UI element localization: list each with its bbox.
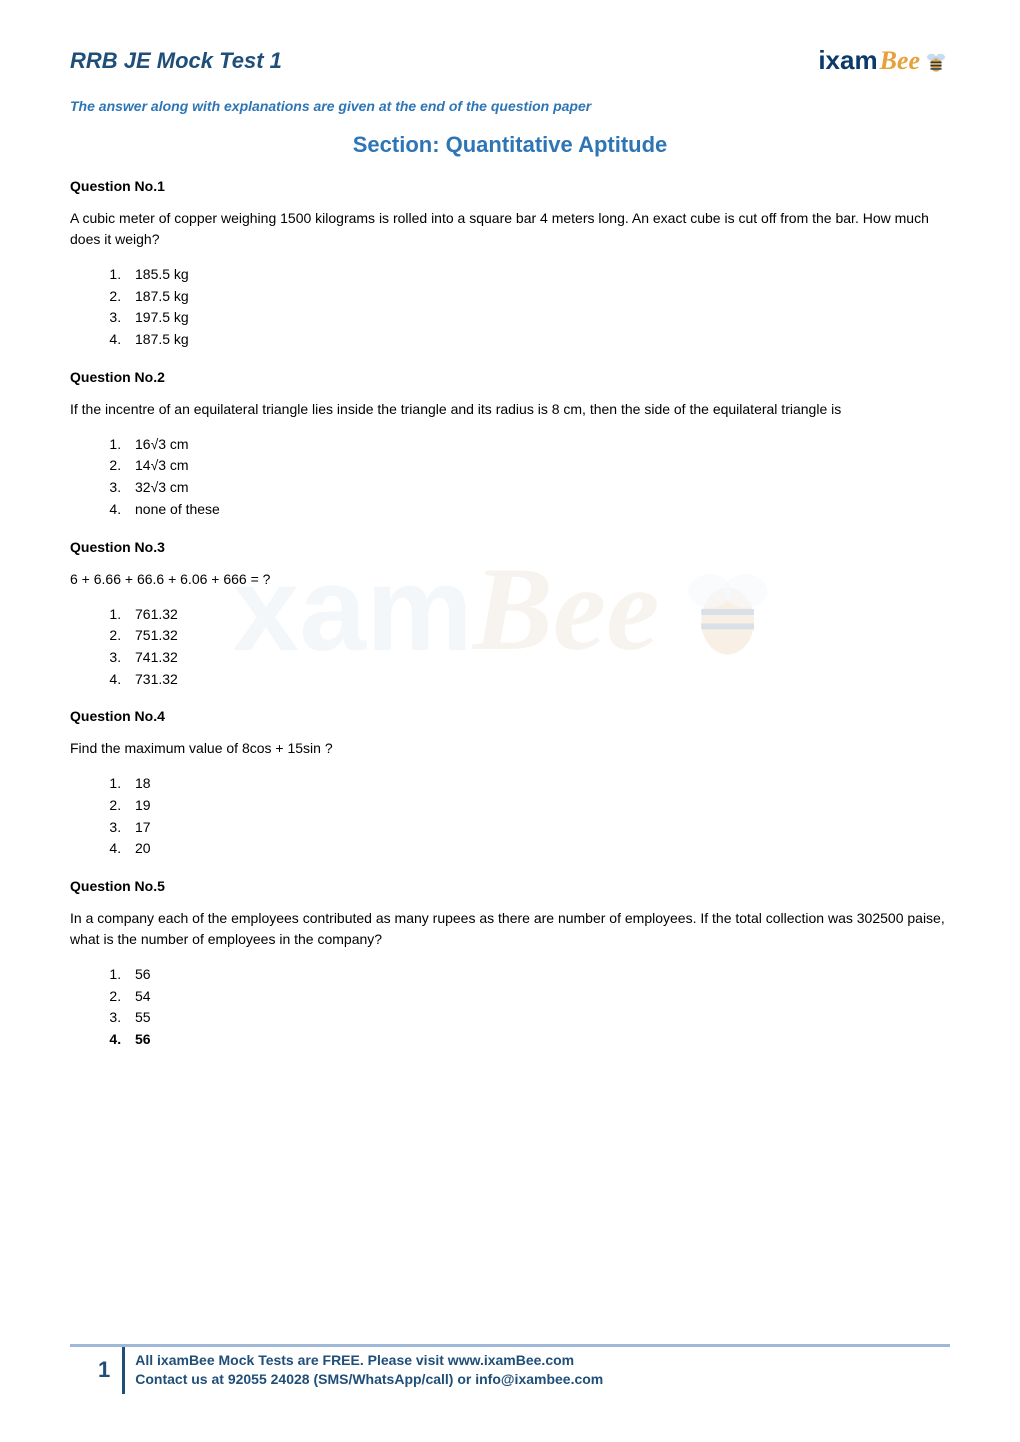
question-heading: Question No.2 [70,369,950,385]
option-item: 54 [125,986,950,1008]
question-text: In a company each of the employees contr… [70,908,950,950]
answer-note: The answer along with explanations are g… [70,98,950,114]
options-list: 56545556 [70,964,950,1051]
question-text: A cubic meter of copper weighing 1500 ki… [70,208,950,250]
option-item: 20 [125,838,950,860]
option-item: 741.32 [125,647,950,669]
options-list: 761.32751.32741.32731.32 [70,604,950,691]
options-list: 185.5 kg187.5 kg197.5 kg187.5 kg [70,264,950,351]
options-list: 18191720 [70,773,950,860]
option-item: 197.5 kg [125,307,950,329]
question-text: 6 + 6.66 + 66.6 + 6.06 + 666 = ? [70,569,950,590]
question-heading: Question No.3 [70,539,950,555]
option-item: 731.32 [125,669,950,691]
option-item: 55 [125,1007,950,1029]
option-item: 56 [125,1029,950,1051]
question-heading: Question No.1 [70,178,950,194]
section-title: Section: Quantitative Aptitude [70,132,950,158]
option-item: 18 [125,773,950,795]
question-text: Find the maximum value of 8cos + 15sin ? [70,738,950,759]
option-item: 187.5 kg [125,329,950,351]
footer-line1: All ixamBee Mock Tests are FREE. Please … [135,1351,603,1371]
footer: 1 All ixamBee Mock Tests are FREE. Pleas… [70,1344,950,1394]
logo-bee-text: Bee [880,46,920,76]
page-number: 1 [98,1347,125,1394]
option-item: 56 [125,964,950,986]
question-text: If the incentre of an equilateral triang… [70,399,950,420]
option-item: none of these [125,499,950,521]
option-item: 32√3 cm [125,477,950,499]
option-item: 17 [125,817,950,839]
logo-ixam-text: ixam [818,45,877,76]
footer-text: All ixamBee Mock Tests are FREE. Please … [125,1347,603,1394]
doc-title: RRB JE Mock Test 1 [70,48,282,74]
option-item: 187.5 kg [125,286,950,308]
option-item: 185.5 kg [125,264,950,286]
question-heading: Question No.4 [70,708,950,724]
option-item: 14√3 cm [125,455,950,477]
footer-line2: Contact us at 92055 24028 (SMS/WhatsApp/… [135,1370,603,1390]
questions-container: Question No.1 A cubic meter of copper wei… [70,178,950,1051]
option-item: 19 [125,795,950,817]
header-row: RRB JE Mock Test 1 ixamBee [70,45,950,76]
options-list: 16√3 cm14√3 cm32√3 cmnone of these [70,434,950,521]
option-item: 751.32 [125,625,950,647]
logo: ixamBee [818,45,950,76]
question-heading: Question No.5 [70,878,950,894]
bee-icon [922,47,950,75]
option-item: 761.32 [125,604,950,626]
option-item: 16√3 cm [125,434,950,456]
